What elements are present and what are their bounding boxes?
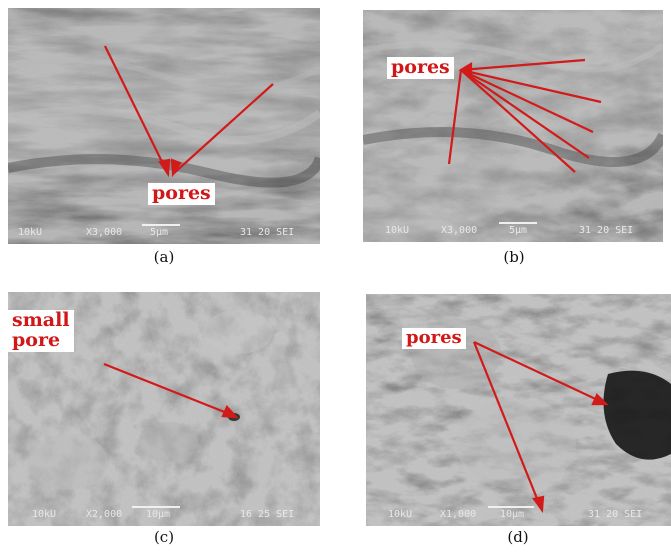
voltage-text: 10kU xyxy=(388,509,413,520)
magnification-text: X3,000 xyxy=(86,227,123,238)
label-line-2: pore xyxy=(12,328,61,351)
sem-panel-c: small pore 10kU X2,000 10μm 16 25 SEI xyxy=(8,292,320,526)
magnification-text: X3,000 xyxy=(441,225,478,236)
sem-info-bar-b: 10kU X3,000 5μm 31 20 SEI xyxy=(363,220,663,242)
arrows-a xyxy=(104,45,274,178)
caption-d: (d) xyxy=(507,528,529,546)
sem-info-bar-c: 10kU X2,000 10μm 16 25 SEI xyxy=(8,504,320,526)
pores-label-d: pores xyxy=(402,328,466,349)
scale-text: 10μm xyxy=(500,509,525,520)
micrograph-id-text: 31 20 SEI xyxy=(588,509,643,520)
voltage-text: 10kU xyxy=(32,509,57,520)
scale-text: 10μm xyxy=(146,509,171,520)
arrows-b xyxy=(447,58,602,173)
sem-image-d xyxy=(366,294,671,526)
scale-text: 5μm xyxy=(509,225,528,236)
arrows-d xyxy=(472,341,609,514)
voltage-text: 10kU xyxy=(385,225,410,236)
voltage-text: 10kU xyxy=(18,227,43,238)
arrow-c xyxy=(103,362,239,419)
magnification-text: X1,000 xyxy=(440,509,477,520)
sem-image-a xyxy=(8,8,320,244)
magnification-text: X2,000 xyxy=(86,509,123,520)
sem-panel-b: pores 10kU X3,000 5μm 31 20 SEI xyxy=(363,10,663,242)
label-line-1: small xyxy=(12,309,70,331)
scale-bar xyxy=(132,506,180,508)
micrograph-id-text: 16 25 SEI xyxy=(240,509,295,520)
scale-bar xyxy=(499,222,537,224)
micrograph-id-text: 31 20 SEI xyxy=(240,227,295,238)
sem-panel-a: pores 10kU X3,000 5μm 31 20 SEI xyxy=(8,8,320,244)
caption-b: (b) xyxy=(503,248,525,266)
sem-image-b xyxy=(363,10,663,242)
sem-info-bar-a: 10kU X3,000 5μm 31 20 SEI xyxy=(8,222,320,244)
pores-label-a: pores xyxy=(148,183,215,205)
sem-info-bar-d: 10kU X1,000 10μm 31 20 SEI xyxy=(366,504,671,526)
scale-bar xyxy=(488,506,534,508)
scale-text: 5μm xyxy=(150,227,169,238)
caption-c: (c) xyxy=(153,528,175,546)
small-pore-label-c: small pore xyxy=(8,310,74,352)
caption-a: (a) xyxy=(153,248,175,266)
pores-label-b: pores xyxy=(387,57,454,79)
micrograph-id-text: 31 20 SEI xyxy=(579,225,634,236)
sem-panel-d: pores 10kU X1,000 10μm 31 20 SEI xyxy=(366,294,671,526)
scale-bar xyxy=(142,224,180,226)
